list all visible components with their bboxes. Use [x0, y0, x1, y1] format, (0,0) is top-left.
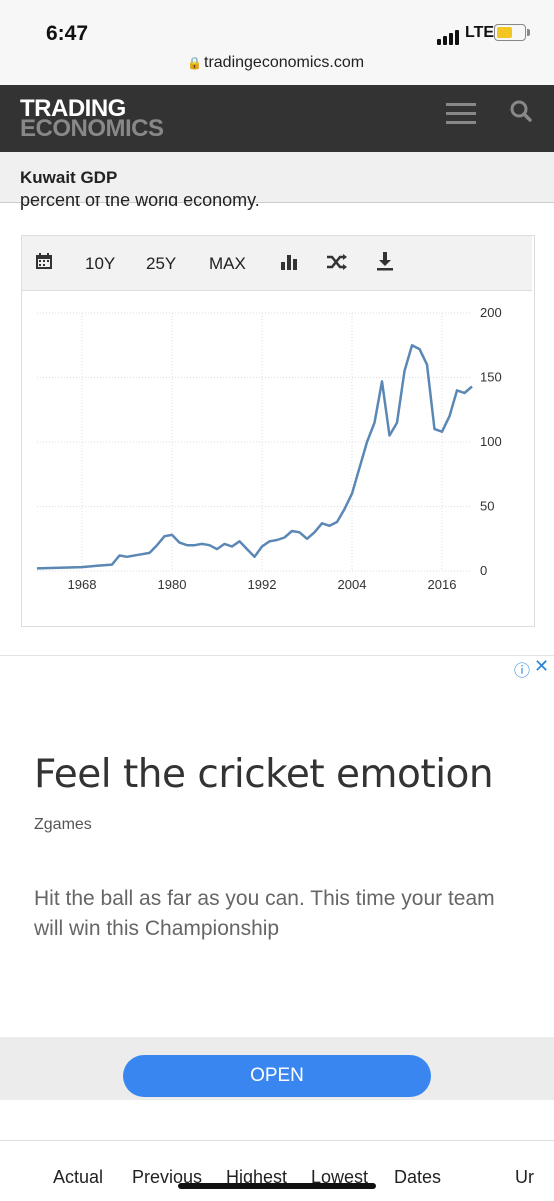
hamburger-menu-icon[interactable]	[446, 103, 476, 130]
chart-toolbar	[22, 236, 532, 291]
y-tick-label: 100	[480, 434, 502, 449]
tab-unit[interactable]: Ur	[515, 1167, 534, 1187]
x-tick-label: 2004	[338, 577, 367, 592]
site-header	[0, 85, 554, 152]
status-bar	[0, 0, 554, 85]
ad-title[interactable]: Feel the cricket emotion	[34, 752, 494, 797]
home-indicator	[178, 1183, 376, 1189]
tab-lowest[interactable]: Lowest	[311, 1167, 369, 1187]
y-tick-label: 0	[480, 563, 487, 578]
range-25y-button[interactable]: 25Y	[146, 254, 177, 273]
logo-text-top[interactable]: TRADING	[20, 95, 126, 122]
battery-icon	[494, 24, 530, 41]
ad-open-button[interactable]: OPEN	[123, 1055, 431, 1097]
status-time: 6:47	[46, 22, 89, 45]
x-tick-label: 1992	[248, 577, 277, 592]
y-tick-label: 50	[480, 499, 494, 514]
gdp-series-line	[36, 344, 473, 570]
ad-banner	[0, 655, 554, 1101]
gdp-line-chart: 0 50 100 150 200 1968 1980 1992 2004 2016	[36, 305, 502, 592]
tab-highest[interactable]: Highest	[226, 1167, 288, 1187]
range-max-button[interactable]: MAX	[209, 254, 246, 273]
breadcrumb	[0, 152, 554, 203]
search-icon[interactable]	[510, 100, 532, 122]
page-title: Kuwait GDP	[20, 168, 118, 187]
tab-actual[interactable]: Actual	[53, 1167, 104, 1187]
url-bar[interactable]: tradingeconomics.com	[204, 54, 365, 71]
intro-text-fragment: percent of the world economy.	[20, 196, 260, 210]
lock-icon: 🔒	[187, 56, 202, 70]
x-tick-label: 1980	[158, 577, 187, 592]
ad-description: Hit the ball as far as you can. This tim…	[34, 887, 495, 940]
data-tabs	[0, 1140, 554, 1201]
chart-container	[21, 235, 535, 627]
download-icon[interactable]	[375, 251, 395, 276]
ad-brand: Zgames	[34, 816, 92, 833]
close-icon[interactable]: ✕	[534, 656, 550, 676]
y-tick-label: 200	[480, 305, 502, 320]
tab-dates[interactable]: Dates	[394, 1167, 442, 1187]
bar-chart-icon[interactable]	[280, 253, 298, 276]
network-label: LTE	[465, 24, 495, 41]
y-tick-label: 150	[480, 370, 502, 385]
x-tick-label: 2016	[428, 577, 457, 592]
signal-icon	[437, 27, 461, 45]
info-icon[interactable]: ⓘ	[514, 663, 531, 680]
logo-text-bottom[interactable]: ECONOMICS	[20, 115, 164, 142]
x-tick-label: 1968	[68, 577, 97, 592]
shuffle-icon[interactable]	[326, 253, 348, 276]
range-10y-button[interactable]: 10Y	[85, 254, 116, 273]
tab-previous[interactable]: Previous	[132, 1167, 203, 1187]
calendar-icon[interactable]	[35, 252, 53, 275]
